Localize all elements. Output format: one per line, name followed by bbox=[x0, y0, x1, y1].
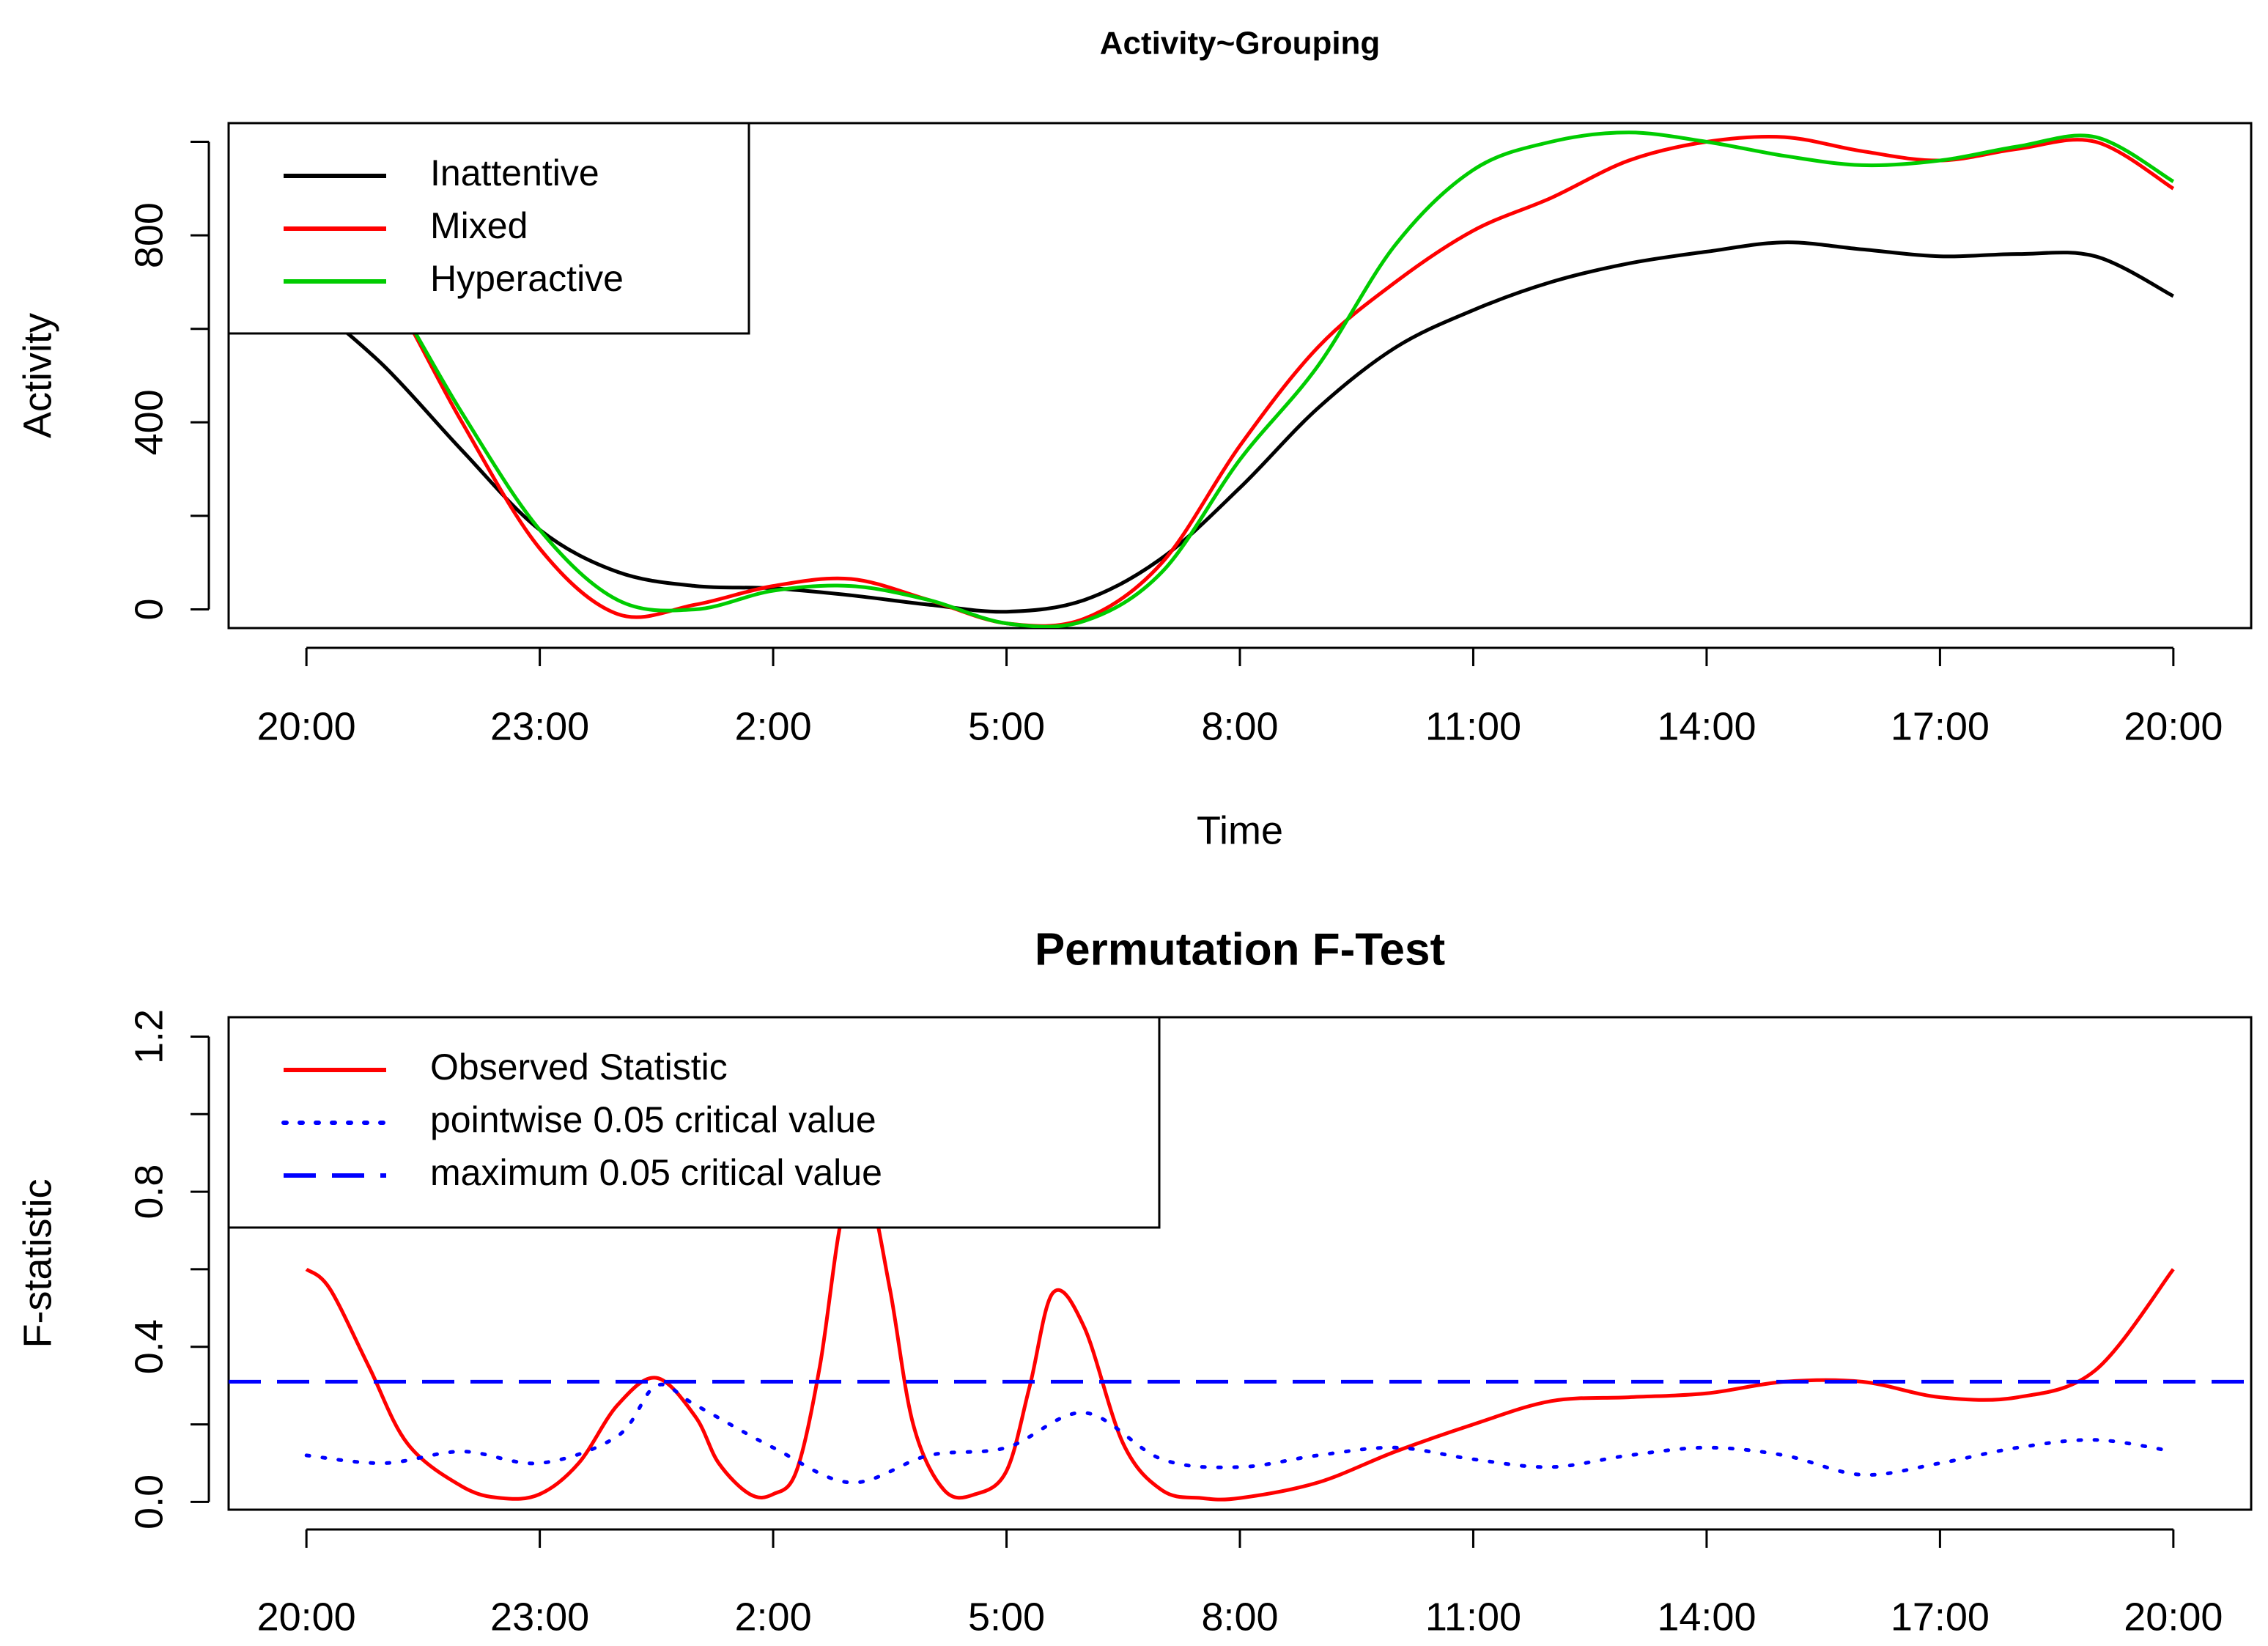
series-line-pointwise-0-05-critical-value bbox=[304, 1382, 2176, 1485]
ftest-x-tick-label: 5:00 bbox=[968, 1595, 1045, 1639]
ftest-x-tick-label: 23:00 bbox=[490, 1595, 589, 1639]
legend-label: Observed Statistic bbox=[430, 1047, 728, 1088]
activity-x-tick-label: 17:00 bbox=[1891, 704, 1990, 748]
legend-label: pointwise 0.05 critical value bbox=[430, 1099, 876, 1140]
activity-x-axis-label: Time bbox=[1197, 808, 1283, 852]
activity-x-tick-label: 20:00 bbox=[2124, 704, 2223, 748]
ftest-y-tick-label: 0.8 bbox=[127, 1165, 171, 1219]
legend-label: Mixed bbox=[430, 205, 528, 246]
activity-x-tick-label: 11:00 bbox=[1425, 704, 1521, 748]
activity-y-tick-label: 400 bbox=[127, 389, 171, 455]
activity-y-tick-label: 800 bbox=[127, 202, 171, 268]
activity-plot-frame bbox=[227, 122, 2253, 630]
activity-y-axis-label: Activity bbox=[15, 313, 59, 438]
activity-x-tick-label: 5:00 bbox=[968, 704, 1045, 748]
legend-label: maximum 0.05 critical value bbox=[430, 1152, 882, 1193]
series-line-inattentive bbox=[305, 240, 2174, 614]
ftest-y-tick-label: 0.0 bbox=[127, 1475, 171, 1529]
ftest-x-tick-label: 20:00 bbox=[2124, 1595, 2223, 1639]
ftest-y-tick-label: 0.4 bbox=[127, 1319, 171, 1374]
ftest-x-tick-label: 14:00 bbox=[1657, 1595, 1756, 1639]
ftest-x-tick-label: 2:00 bbox=[735, 1595, 812, 1639]
activity-x-tick-label: 2:00 bbox=[735, 704, 812, 748]
ftest-y-tick-label: 1.2 bbox=[127, 1009, 171, 1064]
activity-title: Activity~Grouping bbox=[1100, 26, 1381, 62]
activity-y-tick-label: 0 bbox=[127, 598, 171, 620]
ftest-x-tick-label: 17:00 bbox=[1891, 1595, 1990, 1639]
series-line-hyperactive bbox=[305, 130, 2175, 628]
series-line-observed-statistic bbox=[305, 1176, 2175, 1502]
legend-label: Inattentive bbox=[430, 152, 599, 193]
ftest-y-axis-label: F-statistic bbox=[15, 1178, 59, 1348]
ftest-x-tick-label: 20:00 bbox=[257, 1595, 356, 1639]
ftest-title: Permutation F-Test bbox=[1035, 924, 1445, 975]
activity-x-tick-label: 20:00 bbox=[257, 704, 356, 748]
activity-panel: Activity~Grouping 20:00 23:00 2:00 5:00 8:00 1… bbox=[15, 26, 2253, 852]
activity-x-tick-label: 23:00 bbox=[490, 704, 589, 748]
ftest-x-tick-label: 8:00 bbox=[1201, 1595, 1278, 1639]
ftest-plot-frame bbox=[227, 1016, 2253, 1511]
f-test-panel: Permutation F-Test 20:00 23:00 2:00 5:00 8:00… bbox=[15, 924, 2253, 1639]
ftest-x-tick-label: 11:00 bbox=[1425, 1595, 1521, 1639]
activity-x-tick-label: 14:00 bbox=[1657, 704, 1756, 748]
series-line-mixed bbox=[305, 134, 2175, 628]
legend-label: Hyperactive bbox=[430, 258, 624, 299]
activity-x-tick-label: 8:00 bbox=[1201, 704, 1278, 748]
